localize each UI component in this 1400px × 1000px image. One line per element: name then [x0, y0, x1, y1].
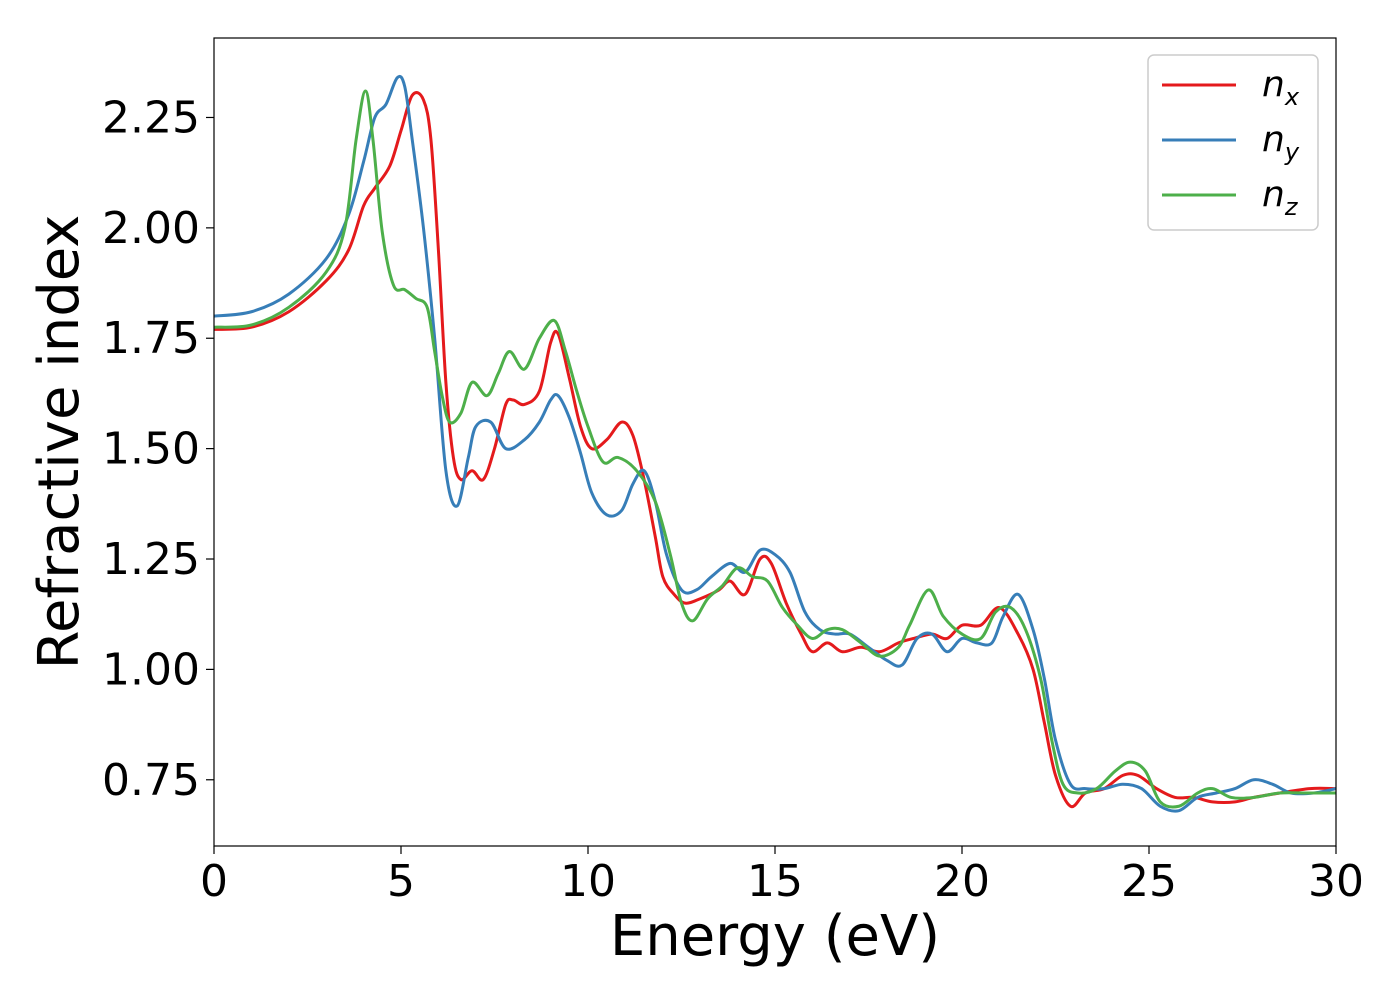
y-tick-label: 2.25: [102, 92, 200, 143]
legend-label-subscript: z: [1284, 193, 1299, 221]
legend-label: nz: [1262, 174, 1299, 221]
series-line-ny: [214, 74, 1336, 813]
x-tick-label: 25: [1121, 856, 1177, 907]
legend-label: nx: [1262, 64, 1300, 111]
legend-label-main: n: [1262, 119, 1285, 160]
y-axis-label: Refractive index: [27, 215, 92, 670]
x-axis: 0 5 10 15 20 25 30: [200, 846, 1364, 907]
x-tick-label: 30: [1308, 856, 1364, 907]
legend-label-subscript: y: [1284, 138, 1300, 166]
y-tick-label: 1.00: [102, 644, 200, 695]
y-axis: 0.75 1.00 1.25 1.50 1.75 2.00 2.25: [102, 92, 214, 806]
x-tick-label: 0: [200, 856, 228, 907]
legend-label-main: n: [1262, 174, 1285, 215]
x-tick-label: 20: [934, 856, 990, 907]
y-tick-label: 2.00: [102, 203, 200, 254]
x-axis-label: Energy (eV): [610, 904, 940, 969]
y-tick-label: 1.25: [102, 534, 200, 585]
series-line-nz: [214, 89, 1336, 809]
legend-box: [1147, 54, 1319, 231]
series-layer: [214, 74, 1336, 813]
x-tick-label: 15: [747, 856, 803, 907]
legend-label-subscript: x: [1284, 83, 1300, 111]
x-tick-label: 5: [387, 856, 415, 907]
y-tick-label: 1.75: [102, 313, 200, 364]
legend-label: ny: [1262, 119, 1300, 166]
series-line-nx: [214, 91, 1336, 809]
y-tick-label: 1.50: [102, 424, 200, 475]
x-tick-label: 10: [560, 856, 616, 907]
legend-label-main: n: [1262, 64, 1285, 105]
y-tick-label: 0.75: [102, 755, 200, 806]
